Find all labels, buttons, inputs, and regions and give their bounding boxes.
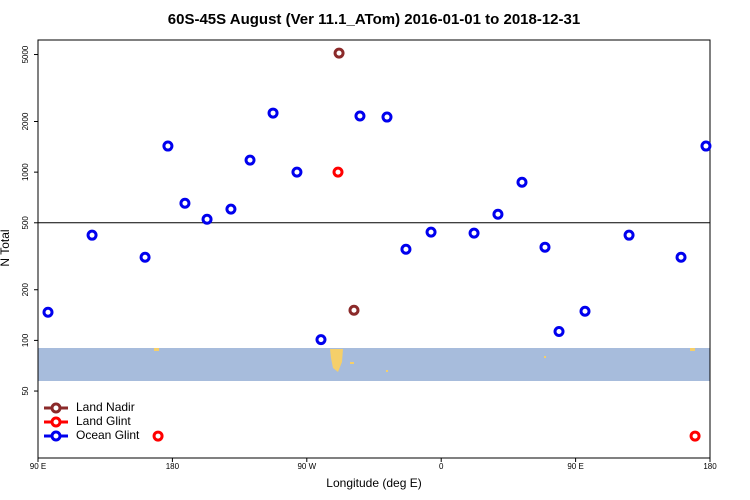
y-tick-label: 200 — [21, 283, 30, 297]
point — [179, 197, 191, 209]
x-tick-label: 90 E — [30, 462, 46, 471]
point — [425, 226, 437, 238]
y-tick-label: 50 — [21, 386, 30, 395]
point — [315, 334, 327, 346]
point — [689, 430, 701, 442]
legend-marker — [50, 402, 62, 414]
plot-frame — [37, 39, 711, 459]
x-axis-label: Longitude (deg E) — [326, 476, 421, 490]
x-tick-label: 0 — [439, 462, 444, 471]
point — [579, 305, 591, 317]
point — [623, 229, 635, 241]
point — [468, 227, 480, 239]
legend-label: Land Glint — [76, 414, 131, 428]
point — [553, 325, 565, 337]
point — [539, 241, 551, 253]
land-shapes — [154, 348, 695, 372]
point — [516, 176, 528, 188]
point — [675, 251, 687, 263]
point — [492, 208, 504, 220]
point — [201, 213, 213, 225]
legend-label: Land Nadir — [76, 400, 135, 414]
point — [244, 154, 256, 166]
point — [139, 251, 151, 263]
x-tick-label: 90 W — [297, 462, 316, 471]
x-tick-label: 180 — [703, 462, 717, 471]
y-tick-label: 5000 — [21, 45, 30, 63]
point — [381, 111, 393, 123]
legend-marker — [50, 430, 62, 442]
point — [333, 47, 345, 59]
point — [152, 430, 164, 442]
point — [400, 243, 412, 255]
point — [348, 304, 360, 316]
y-axis-label: N Total — [0, 229, 12, 266]
map-strip — [38, 348, 710, 381]
point — [291, 166, 303, 178]
x-tick-label: 180 — [166, 462, 180, 471]
point — [267, 107, 279, 119]
legend-label: Ocean Glint — [76, 428, 140, 442]
point — [162, 140, 174, 152]
y-tick-label: 100 — [21, 333, 30, 347]
y-tick-label: 2000 — [21, 112, 30, 130]
y-tick-label: 500 — [21, 216, 30, 230]
chart-title: 60S-45S August (Ver 11.1_ATom) 2016-01-0… — [168, 11, 580, 28]
point — [42, 306, 54, 318]
point — [332, 166, 344, 178]
point — [700, 140, 712, 152]
y-tick-label: 1000 — [21, 163, 30, 181]
point — [86, 229, 98, 241]
legend-marker — [50, 416, 62, 428]
point — [354, 110, 366, 122]
x-tick-label: 90 E — [567, 462, 583, 471]
point — [225, 203, 237, 215]
